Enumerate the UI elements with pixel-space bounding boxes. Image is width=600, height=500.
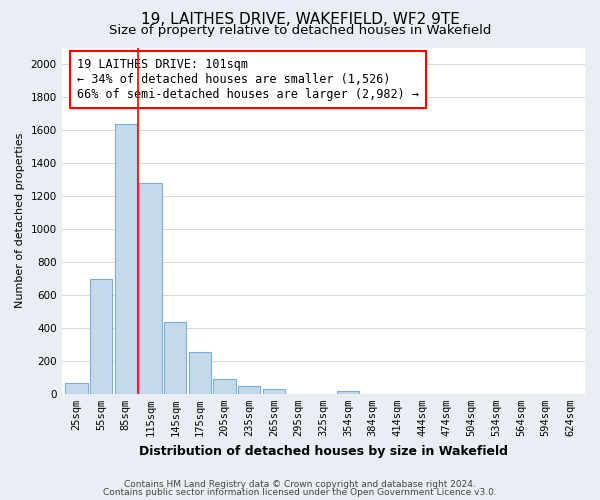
Bar (263, 389, 285, 394)
Y-axis label: Number of detached properties: Number of detached properties (15, 133, 25, 308)
Text: 19 LAITHES DRIVE: 101sqm
← 34% of detached houses are smaller (1,526)
66% of sem: 19 LAITHES DRIVE: 101sqm ← 34% of detach… (77, 58, 419, 101)
Bar (139, 182, 161, 394)
Text: 19, LAITHES DRIVE, WAKEFIELD, WF2 9TE: 19, LAITHES DRIVE, WAKEFIELD, WF2 9TE (140, 12, 460, 28)
Bar (90, 279, 112, 394)
Text: Contains public sector information licensed under the Open Government Licence v3: Contains public sector information licen… (103, 488, 497, 497)
Bar (238, 386, 260, 394)
Bar (214, 380, 236, 394)
Bar (65, 383, 88, 394)
Bar (337, 391, 359, 394)
Bar (115, 124, 137, 394)
Text: Size of property relative to detached houses in Wakefield: Size of property relative to detached ho… (109, 24, 491, 37)
X-axis label: Distribution of detached houses by size in Wakefield: Distribution of detached houses by size … (139, 444, 508, 458)
Bar (189, 352, 211, 394)
Text: Contains HM Land Registry data © Crown copyright and database right 2024.: Contains HM Land Registry data © Crown c… (124, 480, 476, 489)
Bar (164, 322, 187, 394)
